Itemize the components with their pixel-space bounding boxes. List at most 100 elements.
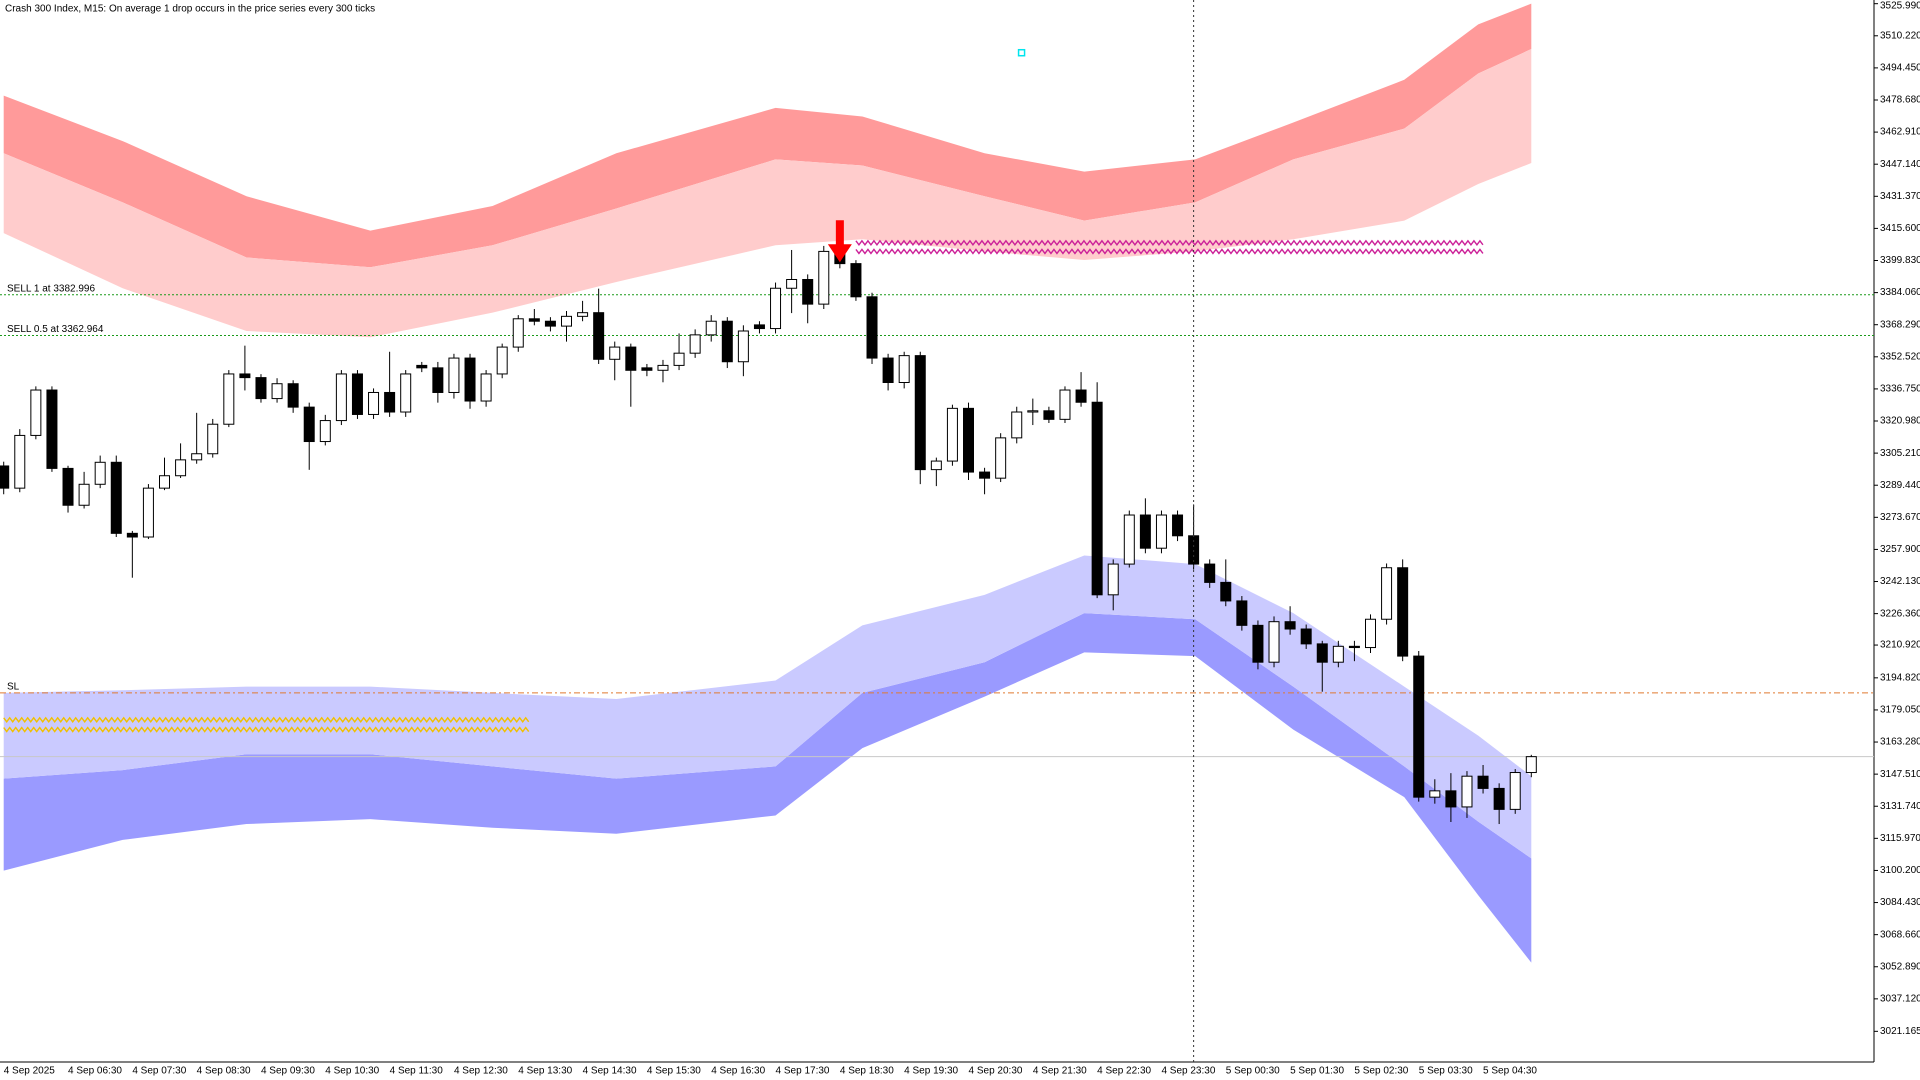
x-tick-label: 4 Sep 22:30 <box>1097 1066 1151 1077</box>
x-tick-label: 4 Sep 13:30 <box>518 1066 572 1077</box>
candle-body <box>175 459 187 477</box>
candle-body <box>464 357 476 402</box>
y-tick-label: 3115.970 <box>1880 833 1920 844</box>
candle-body <box>1300 628 1312 645</box>
y-tick-label: 3510.220 <box>1880 30 1920 41</box>
y-tick-label: 3226.360 <box>1880 608 1920 619</box>
candle-body <box>1091 401 1103 596</box>
candle-body <box>753 324 765 330</box>
candle-body <box>142 487 154 538</box>
candle-body <box>866 296 878 359</box>
candle-body <box>207 423 219 455</box>
candle-body <box>1204 563 1216 583</box>
candle-body <box>673 352 685 366</box>
y-tick-label: 3084.430 <box>1880 897 1920 908</box>
y-tick-label: 3431.370 <box>1880 191 1920 202</box>
candle-body <box>737 330 749 363</box>
envelope-outer <box>3 613 1532 963</box>
y-tick-label: 3305.210 <box>1880 448 1920 459</box>
candle-body <box>963 407 974 473</box>
y-tick-label: 3021.165 <box>1880 1026 1920 1037</box>
level-label: SELL 1 at 3382.996 <box>7 283 95 294</box>
candle-body <box>1236 600 1248 626</box>
candle-body <box>1493 787 1505 810</box>
candle-body <box>657 364 669 371</box>
candle-body <box>1429 790 1441 798</box>
y-tick-label: 3147.510 <box>1880 769 1920 780</box>
candle-body <box>480 373 492 402</box>
zone-zigzag <box>3 716 530 723</box>
candle-body <box>1220 581 1232 602</box>
candle-body <box>1316 643 1328 663</box>
y-tick-label: 3525.990 <box>1880 1 1920 12</box>
y-tick-label: 3336.750 <box>1880 384 1920 395</box>
candle-body <box>1043 410 1055 420</box>
candle-body <box>1525 756 1537 774</box>
y-tick-label: 3289.440 <box>1880 480 1920 491</box>
x-tick-label: 4 Sep 17:30 <box>776 1066 830 1077</box>
x-tick-label: 4 Sep 09:30 <box>261 1066 315 1077</box>
y-tick-label: 3399.830 <box>1880 255 1920 266</box>
candle-body <box>1365 618 1376 649</box>
zone-zigzag <box>855 239 1484 247</box>
x-tick-label: 4 Sep 23:30 <box>1161 1066 1215 1077</box>
candle-body <box>946 407 958 462</box>
candle-body <box>1509 772 1521 810</box>
candle-body <box>319 420 331 443</box>
candle-body <box>384 391 396 413</box>
x-tick-label: 4 Sep 08:30 <box>197 1066 251 1077</box>
x-tick-label: 4 Sep 14:30 <box>583 1066 637 1077</box>
x-tick-label: 4 Sep 19:30 <box>904 1066 958 1077</box>
candle-body <box>14 434 26 489</box>
x-tick-label: 4 Sep 10:30 <box>325 1066 379 1077</box>
candle-body <box>351 373 363 415</box>
candle-body <box>561 315 572 327</box>
candle-body <box>287 383 299 408</box>
x-tick-label: 4 Sep 20:30 <box>969 1066 1023 1077</box>
candle-body <box>1413 655 1425 798</box>
candle-body <box>335 373 347 422</box>
candle-body <box>1461 775 1473 808</box>
candle-body <box>914 355 926 471</box>
candle-body <box>818 250 830 305</box>
x-tick-label: 4 Sep 16:30 <box>711 1066 765 1077</box>
candle-body <box>641 367 653 371</box>
candle-body <box>1059 389 1071 420</box>
candle-body <box>271 383 283 400</box>
candle-body <box>721 320 733 363</box>
y-tick-label: 3210.920 <box>1880 640 1920 651</box>
candle-body <box>705 320 717 336</box>
y-tick-label: 3100.200 <box>1880 865 1920 876</box>
zone-zigzag <box>3 726 530 733</box>
candle-body <box>786 278 798 289</box>
y-tick-label: 3068.660 <box>1880 929 1920 940</box>
candle-body <box>802 278 814 305</box>
candle-body <box>110 461 122 534</box>
candle-body <box>979 471 991 479</box>
y-tick-label: 3131.740 <box>1880 801 1920 812</box>
candle-body <box>625 346 637 371</box>
level-label: SL <box>7 682 20 693</box>
candle-body <box>30 389 42 436</box>
x-tick-label: 5 Sep 04:30 <box>1483 1066 1537 1077</box>
candle-body <box>1139 514 1151 549</box>
candle-body <box>1107 563 1119 596</box>
candle-body <box>400 373 412 413</box>
level-label: SELL 0.5 at 3362.964 <box>7 324 104 335</box>
candle-body <box>593 312 605 360</box>
x-tick-label: 5 Sep 01:30 <box>1290 1066 1344 1077</box>
candle-body <box>255 377 267 400</box>
candle-body <box>995 437 1007 479</box>
candle-body <box>46 389 58 469</box>
candle-body <box>448 357 460 393</box>
candle-body <box>544 320 556 327</box>
y-tick-label: 3037.120 <box>1880 993 1920 1004</box>
candle-body <box>577 312 589 317</box>
candle-body <box>1348 645 1360 649</box>
candle-body <box>1268 621 1280 663</box>
candle-body <box>770 287 782 330</box>
envelope-inner <box>3 555 1532 859</box>
y-tick-label: 3494.450 <box>1880 63 1920 74</box>
y-tick-label: 3415.600 <box>1880 223 1920 234</box>
candle-body <box>432 367 444 393</box>
